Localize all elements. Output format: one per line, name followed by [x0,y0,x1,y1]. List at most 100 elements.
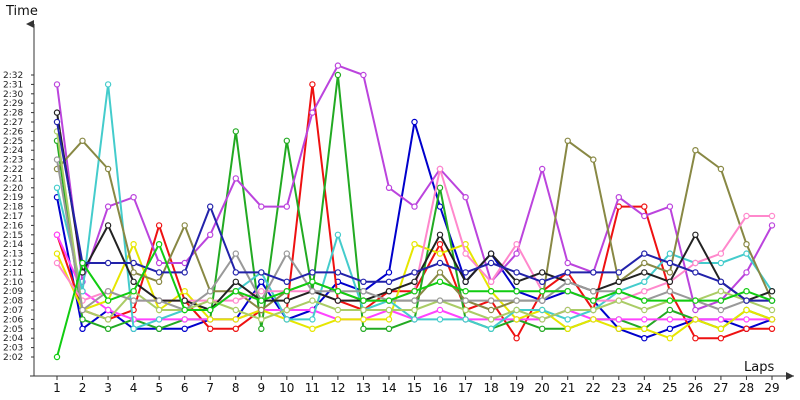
y-axis-title: Time [5,4,38,19]
data-point [513,250,520,257]
data-point [666,278,674,285]
data-point [539,325,546,332]
data-point [717,288,725,295]
data-point [564,288,571,295]
data-point [283,297,290,304]
data-point [487,297,495,304]
y-tick-label: 2:09 [3,287,23,297]
y-tick-label: 2:16 [3,221,23,231]
x-tick-label: 2 [79,381,87,395]
data-point [181,306,188,314]
data-point [513,297,520,304]
x-tick-label: 1 [53,381,61,395]
data-point [768,222,776,229]
data-point [641,212,648,220]
x-tick-label: 8 [232,381,240,395]
y-tick-label: 2:14 [3,240,23,250]
y-tick-label: 2:17 [3,212,23,222]
data-point [258,278,265,285]
x-tick-label: 26 [688,381,703,395]
data-point [79,316,86,323]
data-point [79,325,86,332]
data-point [155,316,163,323]
data-point [360,278,367,285]
data-point [539,165,546,173]
x-tick-label: 22 [586,381,601,395]
data-point [104,203,112,210]
data-point [717,316,725,323]
data-point [283,316,290,323]
data-point [564,316,571,323]
data-point [232,175,239,182]
series-13 [53,118,776,304]
data-point [743,306,750,314]
data-point [334,306,342,314]
data-point [768,316,776,323]
data-point [641,288,648,295]
data-point [717,335,725,342]
data-point [487,306,495,314]
data-point [283,306,290,314]
data-point [385,278,393,285]
data-point [360,316,367,323]
data-point [206,325,214,332]
x-axis-ticks: 1 2 3 4 5 6 7 8 9 10 11 12 13 14 15 16 17 18 19 20 21 22 23 24 2… [53,376,780,395]
data-point [309,297,316,304]
data-point [79,306,86,314]
data-point [258,269,265,276]
data-point [79,137,86,144]
data-point [283,288,290,295]
data-point [283,250,290,257]
x-tick-label: 12 [330,381,345,395]
data-point [743,316,750,323]
x-tick-label: 5 [155,381,163,395]
data-point [206,316,214,323]
y-tick-label: 2:31 [3,80,23,90]
data-point [487,288,495,295]
data-point [666,325,674,332]
x-tick-label: 23 [611,381,626,395]
data-point [462,278,469,285]
x-tick-label: 18 [483,381,498,395]
data-point [334,297,342,304]
data-point [104,259,112,267]
data-point [258,288,265,295]
data-point [385,306,393,314]
x-tick-label: 6 [181,381,189,395]
data-point [641,297,648,304]
data-point [206,297,214,304]
data-point [436,316,444,323]
data-point [462,316,469,323]
data-point [768,306,776,314]
data-point [334,269,342,276]
data-point [130,259,137,267]
data-point [258,316,265,323]
data-point [590,306,597,314]
data-point [206,306,214,314]
data-point [666,306,674,314]
data-point [641,250,648,257]
data-point [487,278,495,285]
data-point [206,288,214,295]
data-point [539,288,546,295]
data-point [615,316,623,323]
data-point [590,297,597,304]
x-tick-label: 25 [662,381,677,395]
data-point [615,325,623,332]
y-tick-label: 2:11 [3,268,23,278]
x-axis-title: Laps [744,360,774,375]
data-point [309,81,316,88]
y-tick-label: 2:12 [3,259,23,269]
data-point [692,269,699,276]
data-point [360,325,367,332]
data-point [717,297,725,304]
data-point [743,325,750,332]
data-point [666,297,674,304]
y-tick-label: 2:15 [3,231,23,241]
data-point [258,306,265,314]
data-point [385,325,393,332]
data-point [615,278,623,285]
data-point [590,288,597,295]
data-point [309,109,316,116]
